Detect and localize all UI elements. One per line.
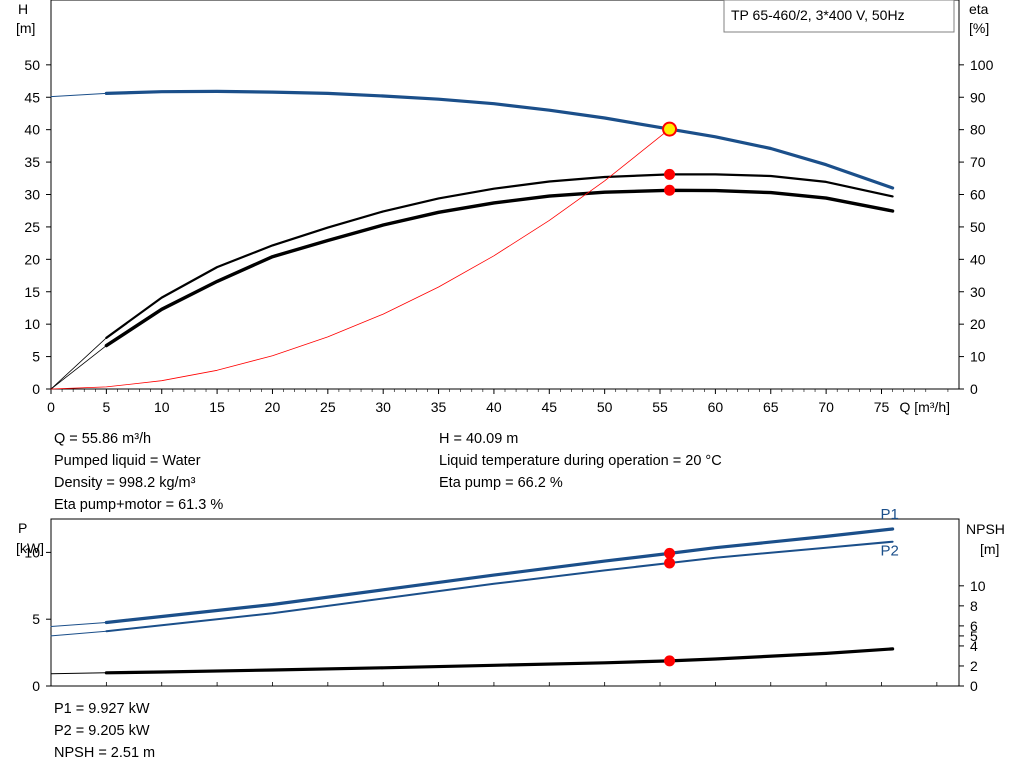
y-right-tick-label: 90 <box>970 89 986 105</box>
y-right-tick-label: 80 <box>970 122 986 138</box>
x-tick-label: 55 <box>652 399 668 415</box>
plot-frame <box>50 0 960 390</box>
y-left-tick-label: 30 <box>24 187 40 203</box>
series-P1-extrapolated <box>50 622 107 627</box>
y-right-tick-label: 60 <box>970 187 986 203</box>
plot-frame <box>50 518 960 687</box>
x-tick-label: 25 <box>320 399 336 415</box>
series-NPSH-extrapolated <box>50 672 107 675</box>
series-system-curve <box>50 128 670 390</box>
y-left-tick-label: 25 <box>24 219 40 235</box>
y-right-tick-label: 10 <box>970 578 986 594</box>
y-left-axis-name: H <box>18 1 28 17</box>
series-P1 <box>104 527 895 625</box>
x-tick-label: 60 <box>708 399 724 415</box>
readout-head: H = 40.09 m <box>439 431 519 447</box>
y-left-tick-label: 5 <box>32 349 40 365</box>
y-left-tick-label: 10 <box>24 544 40 560</box>
y-left-tick-label: 0 <box>32 381 40 397</box>
y-left-axis-unit: [m] <box>16 20 35 36</box>
duty-point-P1 <box>664 547 676 559</box>
x-tick-label: 10 <box>154 399 170 415</box>
y-right-tick-label: 10 <box>970 349 986 365</box>
series-P2-extrapolated <box>50 630 107 637</box>
readout-p1: P1 = 9.927 kW <box>54 701 150 717</box>
y-left-tick-label: 50 <box>24 57 40 73</box>
y-right-tick-label: 4 <box>970 638 978 654</box>
y-right-tick-label: 0 <box>970 678 978 694</box>
readout-temperature: Liquid temperature during operation = 20… <box>439 453 722 469</box>
model-label-box: TP 65-460/2, 3*400 V, 50Hz <box>723 0 955 33</box>
series-P2 <box>105 540 894 633</box>
y-left-tick-label: 10 <box>24 316 40 332</box>
series-head-extrapolated <box>50 92 107 98</box>
y-left-tick-label: 40 <box>24 122 40 138</box>
y-right-axis-unit: [m] <box>980 541 999 557</box>
duty-point-P2 <box>664 557 676 569</box>
y-right-tick-label: 8 <box>970 598 978 614</box>
y-left-axis-unit: [kW] <box>16 540 44 556</box>
duty-readout-left: Q = 55.86 m³/h Pumped liquid = Water Den… <box>54 428 223 516</box>
y-right-tick-label: 30 <box>970 284 986 300</box>
y-right-tick-label: 70 <box>970 154 986 170</box>
y-left-tick-label: 45 <box>24 89 40 105</box>
y-left-tick-label: 0 <box>32 678 40 694</box>
duty-point-eta-pump <box>664 168 676 180</box>
x-tick-label: 65 <box>763 399 779 415</box>
x-tick-label: 0 <box>47 399 55 415</box>
x-tick-label: 50 <box>597 399 613 415</box>
power-readout: P1 = 9.927 kW P2 = 9.205 kW NPSH = 2.51 … <box>54 698 155 764</box>
y-right-tick-label: 50 <box>970 219 986 235</box>
readout-eta-total: Eta pump+motor = 61.3 % <box>54 497 224 513</box>
model-label: TP 65-460/2, 3*400 V, 50Hz <box>731 7 905 23</box>
y-left-tick-label: 20 <box>24 251 40 267</box>
duty-point-NPSH <box>664 655 676 667</box>
y-right-tick-label: 100 <box>970 57 994 73</box>
y-right-axis-name: NPSH <box>966 521 1005 537</box>
y-right-tick-label: 2 <box>970 658 978 674</box>
x-tick-label: 20 <box>265 399 281 415</box>
y-right-axis-name: eta <box>969 1 989 17</box>
y-right-axis-unit: [%] <box>969 20 989 36</box>
head-efficiency-plot: 0 5 10 15 20 25 30 35 40 45 50 55 60 65 70 75 Q [m³/h]05… <box>16 0 994 415</box>
readout-eta-pump: Eta pump = 66.2 % <box>439 475 563 491</box>
x-tick-label: 45 <box>542 399 558 415</box>
y-right-tick-label: 0 <box>970 381 978 397</box>
x-tick-label: 75 <box>874 399 890 415</box>
x-tick-label: 70 <box>818 399 834 415</box>
series-eta-pump-motor <box>104 188 895 348</box>
series-NPSH <box>104 647 895 675</box>
x-tick-label: 35 <box>431 399 447 415</box>
y-right-tick-label: 40 <box>970 251 986 267</box>
series-eta-pump-extrapolated <box>50 337 107 390</box>
series-eta-pump-motor-extrapolated <box>50 345 107 390</box>
duty-readout-right: H = 40.09 m Liquid temperature during op… <box>439 428 722 494</box>
y-left-tick-label: 5 <box>32 611 40 627</box>
series-eta-pump <box>105 173 894 339</box>
readout-p2: P2 = 9.205 kW <box>54 723 150 739</box>
x-tick-label: 30 <box>375 399 391 415</box>
y-right-tick-label: 5 <box>970 628 978 644</box>
x-axis-label: Q [m³/h] <box>899 399 950 415</box>
readout-density: Density = 998.2 kg/m³ <box>54 475 196 491</box>
y-left-axis-name: P <box>18 520 27 536</box>
series-label-P2: P2 <box>881 543 899 560</box>
readout-flow: Q = 55.86 m³/h <box>54 431 152 447</box>
y-right-tick-label: 6 <box>970 618 978 634</box>
duty-point-head <box>662 121 678 137</box>
duty-point-eta-pump-motor <box>664 184 676 196</box>
y-left-tick-label: 15 <box>24 284 40 300</box>
readout-liquid: Pumped liquid = Water <box>54 453 201 469</box>
readout-npsh: NPSH = 2.51 m <box>54 745 156 761</box>
x-tick-label: 5 <box>102 399 110 415</box>
x-tick-label: 15 <box>209 399 225 415</box>
series-label-P1: P1 <box>881 506 899 523</box>
y-left-tick-label: 35 <box>24 154 40 170</box>
x-tick-label: 40 <box>486 399 502 415</box>
series-head <box>104 89 895 190</box>
y-right-tick-label: 20 <box>970 316 986 332</box>
